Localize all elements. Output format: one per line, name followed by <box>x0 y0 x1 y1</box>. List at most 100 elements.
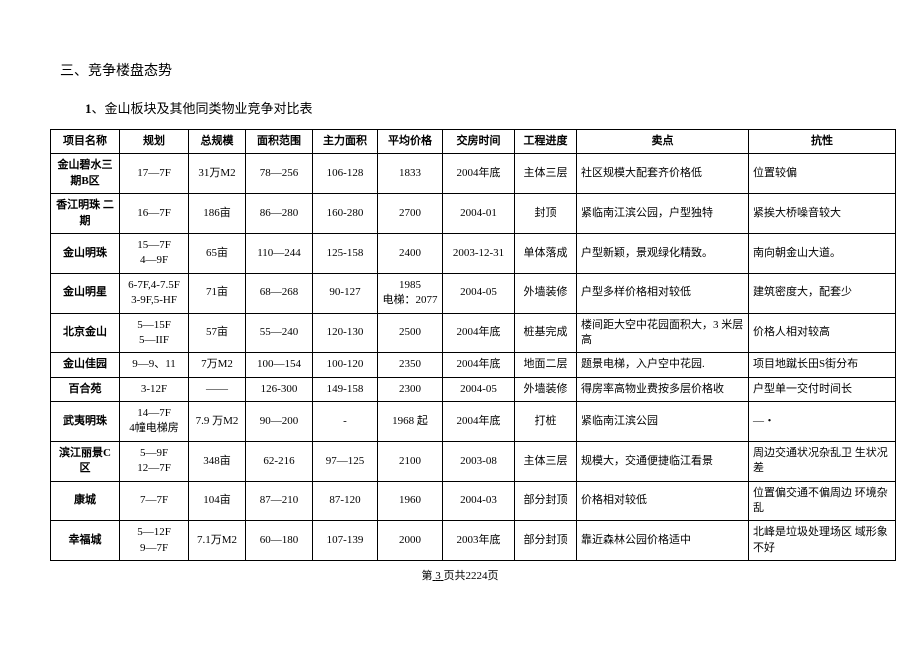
table-cell: 封顶 <box>515 194 577 234</box>
table-cell: 外墙装修 <box>515 273 577 313</box>
table-cell: 香江明珠 二期 <box>51 194 120 234</box>
table-row: 金山明星6-7F,4-7.5F3-9F,5-HF71亩68—26890-1271… <box>51 273 896 313</box>
table-cell: 126-300 <box>246 377 313 401</box>
table-cell: 87—210 <box>246 481 313 521</box>
table-cell: 65亩 <box>189 233 246 273</box>
table-cell: 周边交通状况杂乱卫 生状况差 <box>749 441 896 481</box>
table-cell: 紧临南江滨公园 <box>577 402 749 442</box>
table-body: 金山碧水三期B区17—7F31万M278—256106-12818332004年… <box>51 154 896 561</box>
table-cell: 7.9 万M2 <box>189 402 246 442</box>
table-cell: 2400 <box>378 233 443 273</box>
table-cell: 价格相对较低 <box>577 481 749 521</box>
table-cell: 2500 <box>378 313 443 353</box>
table-cell: 9—9、11 <box>120 353 189 377</box>
table-cell: 120-130 <box>313 313 378 353</box>
table-cell: 2003-08 <box>443 441 515 481</box>
table-cell: 17—7F <box>120 154 189 194</box>
header-name: 项目名称 <box>51 130 120 154</box>
table-cell: 百合苑 <box>51 377 120 401</box>
table-cell: 外墙装修 <box>515 377 577 401</box>
table-cell: 14—7F4幢电梯房 <box>120 402 189 442</box>
table-cell: 规模大，交通便捷临江看景 <box>577 441 749 481</box>
table-cell: 7万M2 <box>189 353 246 377</box>
table-cell: 60—180 <box>246 521 313 561</box>
table-cell: —— <box>189 377 246 401</box>
footer-page: 3 <box>433 570 444 582</box>
table-cell: 62-216 <box>246 441 313 481</box>
table-cell: 2000 <box>378 521 443 561</box>
table-cell: 68—268 <box>246 273 313 313</box>
table-cell: —・ <box>749 402 896 442</box>
table-cell: 桩基完成 <box>515 313 577 353</box>
table-cell: 7.1万M2 <box>189 521 246 561</box>
table-cell: 武夷明珠 <box>51 402 120 442</box>
table-cell: 106-128 <box>313 154 378 194</box>
table-cell: 1833 <box>378 154 443 194</box>
table-cell: 户型多样价格相对较低 <box>577 273 749 313</box>
table-cell: 幸福城 <box>51 521 120 561</box>
table-cell: 78—256 <box>246 154 313 194</box>
header-delivery: 交房时间 <box>443 130 515 154</box>
subsection-title: 1、金山板块及其他同类物业竞争对比表 <box>85 98 870 117</box>
table-cell: 康城 <box>51 481 120 521</box>
table-cell: 2004年底 <box>443 154 515 194</box>
table-cell: 户型新颖，景观绿化精致。 <box>577 233 749 273</box>
table-cell: 北京金山 <box>51 313 120 353</box>
table-row: 幸福城5—12F9—7F7.1万M260—180107-13920002003年… <box>51 521 896 561</box>
table-cell: 2004-03 <box>443 481 515 521</box>
table-cell: 2004-01 <box>443 194 515 234</box>
table-row: 金山碧水三期B区17—7F31万M278—256106-12818332004年… <box>51 154 896 194</box>
table-cell: 打桩 <box>515 402 577 442</box>
table-cell: 2100 <box>378 441 443 481</box>
table-cell: 186亩 <box>189 194 246 234</box>
header-selling: 卖点 <box>577 130 749 154</box>
table-cell: 金山明星 <box>51 273 120 313</box>
table-cell: 107-139 <box>313 521 378 561</box>
table-cell: 5—12F9—7F <box>120 521 189 561</box>
footer-prefix: 第 <box>422 570 433 582</box>
table-cell: 2004年底 <box>443 402 515 442</box>
table-cell: 86—280 <box>246 194 313 234</box>
table-cell: 社区规模大配套齐价格低 <box>577 154 749 194</box>
table-row: 百合苑3-12F——126-300149-15823002004-05外墙装修得… <box>51 377 896 401</box>
table-cell: 15—7F4—9F <box>120 233 189 273</box>
table-cell: 主体三层 <box>515 154 577 194</box>
header-plan: 规划 <box>120 130 189 154</box>
table-cell: 100-120 <box>313 353 378 377</box>
header-area: 面积范围 <box>246 130 313 154</box>
header-main: 主力面积 <box>313 130 378 154</box>
table-cell: 位置偏交通不偏周边 环境杂乱 <box>749 481 896 521</box>
table-cell: 2003年底 <box>443 521 515 561</box>
table-header-row: 项目名称 规划 总规模 面积范围 主力面积 平均价格 交房时间 工程进度 卖点 … <box>51 130 896 154</box>
table-cell: 87-120 <box>313 481 378 521</box>
header-resist: 抗性 <box>749 130 896 154</box>
table-cell: 5—15F5—IIF <box>120 313 189 353</box>
table-cell: 2350 <box>378 353 443 377</box>
header-price: 平均价格 <box>378 130 443 154</box>
competition-table: 项目名称 规划 总规模 面积范围 主力面积 平均价格 交房时间 工程进度 卖点 … <box>50 129 896 561</box>
table-cell: 104亩 <box>189 481 246 521</box>
page-footer: 第 3 页共2224页 <box>50 567 870 583</box>
table-cell: 户型单一交付时间长 <box>749 377 896 401</box>
table-cell: 价格人相对较高 <box>749 313 896 353</box>
table-cell: 160-280 <box>313 194 378 234</box>
table-cell: 2300 <box>378 377 443 401</box>
table-cell: 97—125 <box>313 441 378 481</box>
table-cell: 5—9F12—7F <box>120 441 189 481</box>
table-cell: 71亩 <box>189 273 246 313</box>
table-cell: 单体落成 <box>515 233 577 273</box>
table-row: 金山明珠15—7F4—9F65亩110—244125-15824002003-1… <box>51 233 896 273</box>
header-progress: 工程进度 <box>515 130 577 154</box>
table-cell: 部分封顶 <box>515 521 577 561</box>
table-cell: 金山碧水三期B区 <box>51 154 120 194</box>
table-cell: 125-158 <box>313 233 378 273</box>
table-cell: 1985电梯：2077 <box>378 273 443 313</box>
table-cell: 2004年底 <box>443 313 515 353</box>
table-cell: 部分封顶 <box>515 481 577 521</box>
table-cell: 110—244 <box>246 233 313 273</box>
table-cell: 主体三层 <box>515 441 577 481</box>
table-cell: 滨江丽景C区 <box>51 441 120 481</box>
table-cell: 6-7F,4-7.5F3-9F,5-HF <box>120 273 189 313</box>
table-cell: 北峰是垃圾处理场区 域形象不好 <box>749 521 896 561</box>
table-cell: 2004年底 <box>443 353 515 377</box>
